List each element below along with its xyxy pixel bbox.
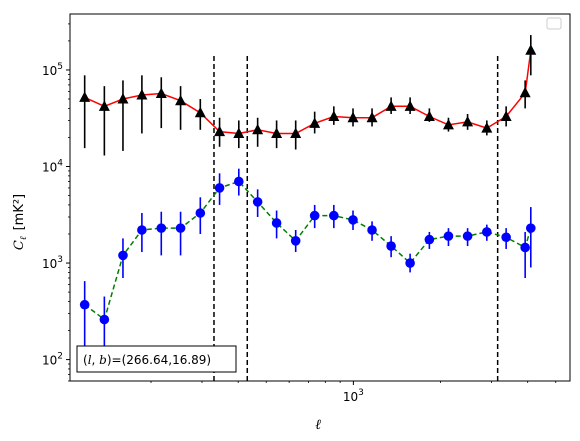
y-tick-label: 104: [42, 159, 63, 175]
series-1-point: [500, 110, 512, 121]
series-1-point: [194, 106, 206, 118]
series-1-point: [519, 86, 531, 98]
series-1-line: [84, 50, 532, 135]
series-1-point: [309, 117, 321, 128]
x-axis-label: ℓ: [315, 417, 321, 433]
legend-box: [546, 17, 562, 30]
series-2-point: [525, 223, 536, 233]
annotation-text: (l, b)=(266.64,16.89): [83, 353, 211, 367]
series-1-point: [175, 94, 187, 106]
series-1-point: [214, 125, 226, 137]
series-2-point: [386, 241, 396, 251]
series-2-point: [501, 232, 511, 243]
series-2-point: [309, 210, 320, 221]
series-1-point: [136, 89, 148, 100]
series-1-point: [290, 127, 302, 138]
series-1-point: [98, 100, 110, 111]
y-axis-label-subscript: ℓ: [19, 236, 29, 240]
series-2-point: [118, 250, 128, 261]
series-2-point: [482, 227, 492, 237]
series-2-point: [195, 208, 206, 218]
y-tick-label: 105: [42, 62, 63, 78]
series-2-point: [367, 225, 377, 235]
series-2-point: [137, 225, 147, 235]
series-2-point: [329, 210, 339, 221]
plot-frame: [69, 13, 571, 382]
series-2-point: [424, 234, 435, 245]
series-2-point: [156, 223, 167, 233]
x-tick-label: 103: [343, 388, 364, 404]
annotation-border: [76, 345, 237, 373]
y-tick-label: 102: [42, 352, 63, 368]
series-1-point: [328, 110, 340, 121]
series-1-point: [481, 122, 493, 133]
y-axis-label-group: Cℓ [mK²]: [12, 194, 29, 250]
series-1-point: [442, 118, 454, 130]
series-2-point: [271, 218, 282, 228]
y-axis-label: Cℓ [mK²]: [12, 194, 29, 250]
plot-content: [79, 35, 537, 381]
y-axis-label-unit: [mK²]: [12, 194, 27, 231]
series-2-point: [79, 299, 90, 310]
series-2-point: [99, 314, 110, 325]
series-2-point: [443, 231, 454, 241]
series-1-point: [462, 115, 474, 127]
series-1-point: [79, 91, 91, 102]
axes: 102 103 104 105 103: [42, 13, 571, 404]
y-tick-label: 103: [42, 255, 63, 271]
series-2-point: [234, 176, 244, 187]
series-2-point: [214, 183, 225, 193]
annotation-box: (l, b)=(266.64,16.89): [76, 345, 237, 373]
series-2-point: [348, 215, 358, 225]
series-2-line: [84, 180, 532, 321]
series-2-point: [405, 258, 415, 268]
series-2-point: [520, 242, 530, 253]
series-1-point: [155, 87, 167, 99]
series-2-point: [462, 231, 473, 241]
series-2-point: [252, 197, 263, 207]
series-1-point: [271, 127, 283, 138]
series-1-point: [366, 111, 378, 123]
series-1-point: [423, 110, 435, 121]
series-1-point: [525, 44, 537, 55]
series-2-point: [290, 235, 301, 246]
series-1-point: [404, 100, 416, 111]
series-1-point: [117, 93, 129, 104]
series-1-point: [385, 100, 397, 111]
series-1-point: [233, 127, 245, 138]
series-1-point: [252, 123, 264, 135]
series-1-point: [347, 111, 359, 123]
y-axis-label-symbol: C: [12, 240, 27, 250]
series-2-point: [175, 223, 186, 233]
